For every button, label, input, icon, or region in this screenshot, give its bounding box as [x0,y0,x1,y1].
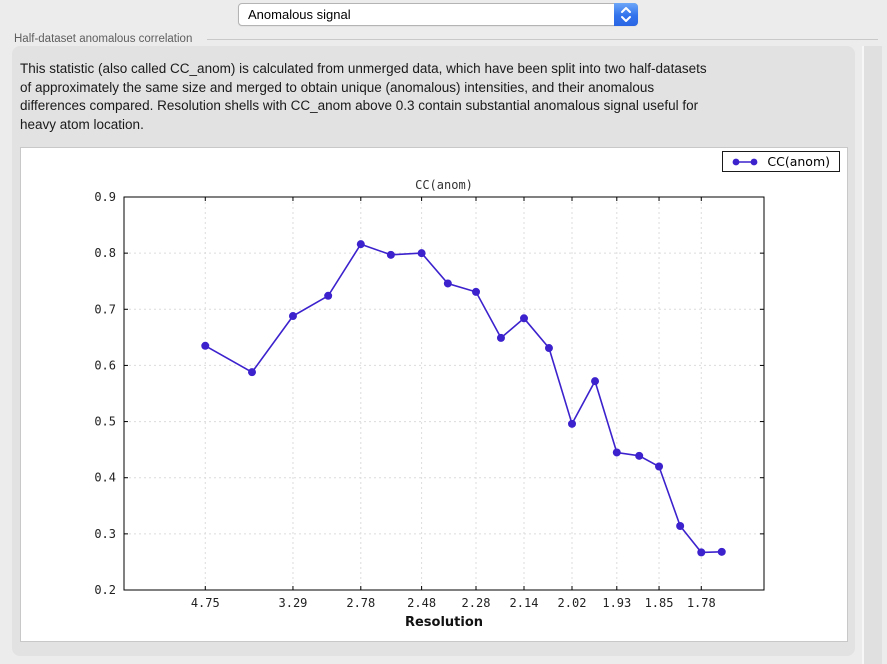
description-line: This statistic (also called CC_anom) is … [20,61,707,76]
svg-text:1.78: 1.78 [687,596,716,610]
vertical-scrollbar[interactable] [862,46,882,664]
svg-text:2.48: 2.48 [407,596,436,610]
svg-text:CC(anom): CC(anom) [415,178,473,192]
dropdown-stepper-icon[interactable] [614,3,638,26]
section-divider [207,39,878,40]
svg-text:0.2: 0.2 [94,583,116,597]
svg-text:2.14: 2.14 [510,596,539,610]
svg-text:1.85: 1.85 [645,596,674,610]
description-line: of approximately the same size and merge… [20,79,655,95]
cc-anom-plot[interactable]: 0.2 0.3 0.4 0.5 0.6 0.7 0.8 0.9 4.75 3.29 2.78 2.48… [21,148,849,643]
chart-legend[interactable]: CC(anom) [722,151,840,172]
chart-panel: 0.2 0.3 0.4 0.5 0.6 0.7 0.8 0.9 4.75 3.29 2.78 2.48… [20,147,848,642]
svg-text:0.5: 0.5 [94,415,116,429]
svg-text:0.4: 0.4 [94,471,116,485]
svg-text:4.75: 4.75 [191,596,220,610]
statistic-dropdown[interactable]: Anomalous signal [238,3,638,26]
legend-label: CC(anom) [767,154,830,169]
svg-text:2.78: 2.78 [346,596,375,610]
description-line: heavy atom location. [20,116,144,132]
svg-text:0.8: 0.8 [94,246,116,260]
section-description: This statistic (also called CC_anom) is … [20,60,845,134]
svg-text:0.3: 0.3 [94,527,116,541]
svg-text:1.93: 1.93 [602,596,631,610]
legend-line-marker-icon [732,158,758,165]
svg-text:2.02: 2.02 [558,596,587,610]
section-title: Half-dataset anomalous correlation [14,33,193,45]
statistic-dropdown-value: Anomalous signal [248,7,351,22]
svg-text:0.6: 0.6 [94,358,116,372]
svg-text:Resolution: Resolution [405,615,483,630]
svg-text:3.29: 3.29 [279,596,308,610]
svg-text:0.7: 0.7 [94,302,116,316]
svg-text:2.28: 2.28 [462,596,491,610]
description-line: differences compared. Resolution shells … [20,98,699,113]
svg-text:0.9: 0.9 [94,190,116,204]
